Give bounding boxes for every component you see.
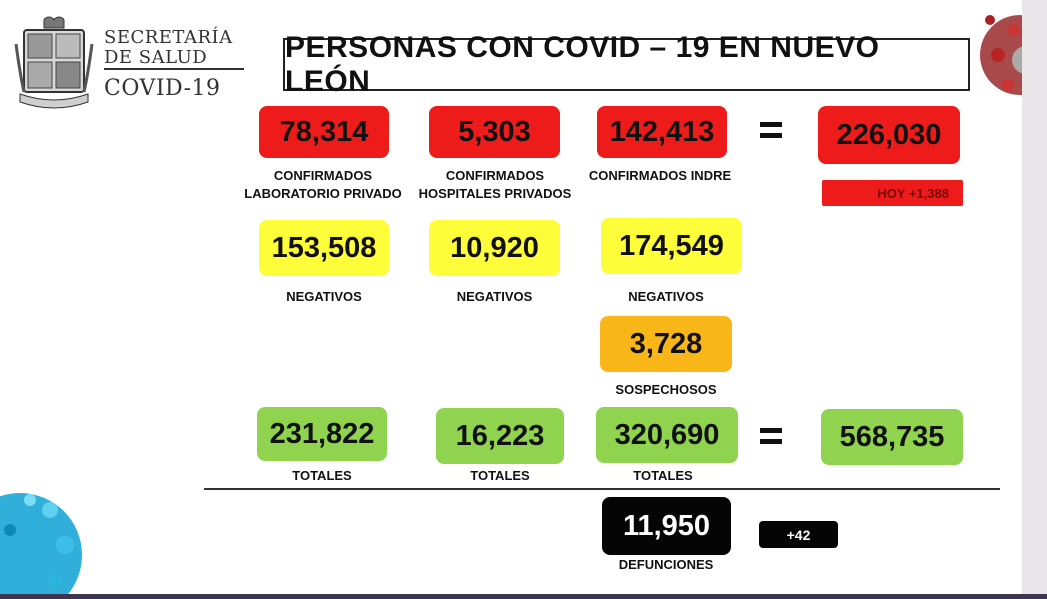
total-indre-label: TOTALES (633, 468, 693, 483)
negative-indre-value: 174,549 (601, 218, 742, 274)
negative-lab-privado-value: 153,508 (259, 220, 389, 276)
suspected-label: SOSPECHOSOS (615, 382, 717, 397)
agency-line-3: COVID-19 (104, 76, 221, 101)
total-hosp-privados-label: TOTALES (470, 468, 530, 483)
confirmed-lab-privado-value: 78,314 (259, 106, 389, 158)
agency-line-1: SECRETARÍA (104, 27, 233, 48)
bottom-edge-strip (0, 594, 1047, 599)
nuevo-leon-coat-of-arms-icon (14, 16, 94, 109)
slide: SECRETARÍA DE SALUD COVID-19 PERSONAS CO… (0, 0, 1028, 594)
page-title: PERSONAS CON COVID – 19 EN NUEVO LEÓN (285, 30, 880, 98)
grand-total-value: 568,735 (821, 409, 963, 465)
total-lab-privado-label: TOTALES (292, 468, 352, 483)
agency-line-2: DE SALUD (104, 48, 244, 70)
label-line: HOSPITALES PRIVADOS (418, 186, 572, 201)
total-lab-privado-value: 231,822 (257, 407, 387, 461)
confirmed-hosp-privados-label: CONFIRMADOS HOSPITALES PRIVADOS (410, 167, 580, 203)
negative-hosp-privados-label: NEGATIVOS (456, 289, 533, 304)
confirmed-total-value: 226,030 (818, 106, 960, 164)
page-title-box: PERSONAS CON COVID – 19 EN NUEVO LEÓN (283, 31, 970, 98)
negative-indre-label: NEGATIVOS (628, 289, 704, 304)
label-line: LABORATORIO PRIVADO (244, 186, 402, 201)
negative-hosp-privados-value: 10,920 (429, 220, 560, 276)
divider-line (204, 488, 1000, 490)
confirmed-indre-label: CONFIRMADOS INDRE (588, 168, 732, 183)
negative-lab-privado-label: NEGATIVOS (286, 289, 362, 304)
agency-name: SECRETARÍA DE SALUD COVID-19 (104, 28, 249, 104)
right-edge-strip (1022, 0, 1047, 599)
equals-sign (760, 428, 782, 444)
suspected-value: 3,728 (600, 316, 732, 372)
total-indre-value: 320,690 (596, 407, 738, 463)
deaths-value: 11,950 (602, 497, 731, 555)
equals-sign (760, 122, 782, 138)
virus-decoration-icon (980, 15, 1028, 95)
label-line: CONFIRMADOS (273, 168, 373, 183)
confirmed-today-badge: HOY +1,388 (822, 180, 963, 206)
total-hosp-privados-value: 16,223 (436, 408, 564, 464)
deaths-label: DEFUNCIONES (618, 557, 714, 572)
deaths-today-badge: +42 (759, 521, 838, 548)
confirmed-hosp-privados-value: 5,303 (429, 106, 560, 158)
label-line: CONFIRMADOS (445, 168, 545, 183)
confirmed-lab-privado-label: CONFIRMADOS LABORATORIO PRIVADO (233, 167, 413, 203)
virus-decoration-icon (0, 493, 82, 594)
confirmed-indre-value: 142,413 (597, 106, 727, 158)
